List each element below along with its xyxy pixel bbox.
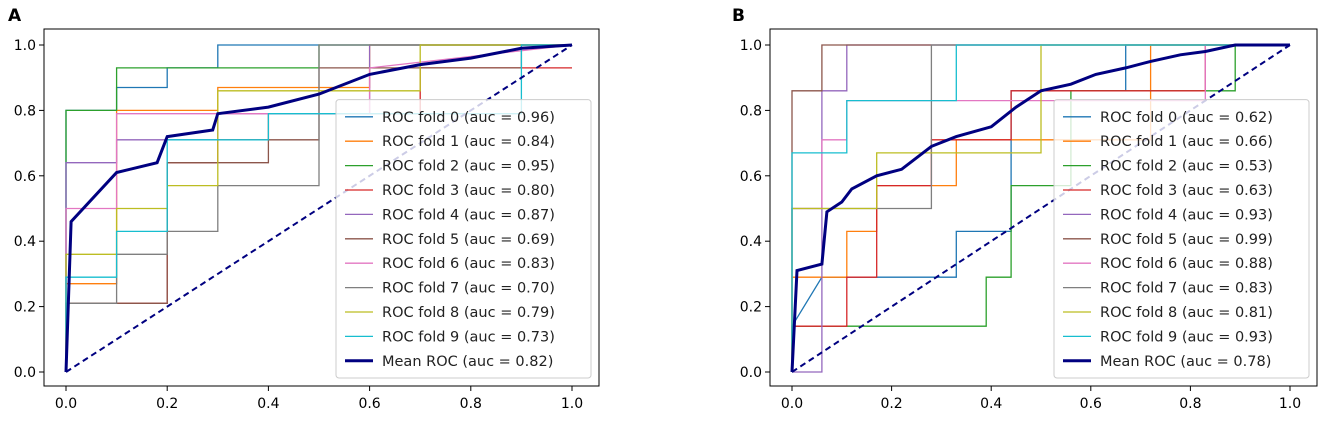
- panel-a: A 0.0 0.0 0.2 0.2 0.4 0.4 0.6 0.6 0.8 0.8 1.0 1.0 ROC…: [8, 6, 600, 412]
- x-tick-label: 0.4: [980, 396, 1002, 412]
- axes-frame: [43, 28, 600, 387]
- y-tick-label: 0.0: [740, 365, 762, 381]
- legend-label: ROC fold 5 (auc = 0.99): [1100, 232, 1273, 248]
- y-tick-label: 0.8: [14, 103, 36, 119]
- y-tick-label: 0.6: [14, 169, 36, 185]
- legend-label: ROC fold 7 (auc = 0.70): [382, 281, 555, 297]
- legend-label: ROC fold 2 (auc = 0.95): [382, 159, 555, 175]
- x-tick-label: 1.0: [1279, 396, 1301, 412]
- x-tick-label: 0.2: [156, 396, 178, 412]
- roc-fold-2-line: [791, 44, 1290, 372]
- legend-label: ROC fold 4 (auc = 0.87): [382, 207, 555, 223]
- legend-label: ROC fold 3 (auc = 0.80): [382, 183, 555, 199]
- x-tick-label: 0.0: [781, 396, 803, 412]
- x-tick-label: 0.8: [460, 396, 482, 412]
- legend-label: ROC fold 3 (auc = 0.63): [1100, 183, 1273, 199]
- panel-label: A: [8, 6, 22, 26]
- legend-label: Mean ROC (auc = 0.78): [1100, 354, 1271, 370]
- y-tick-label: 1.0: [14, 38, 36, 54]
- legend-label: ROC fold 9 (auc = 0.93): [1100, 329, 1273, 345]
- plot-area: [790, 43, 1291, 373]
- y-tick-label: 0.2: [740, 300, 762, 316]
- y-tick-label: 1.0: [740, 38, 762, 54]
- roc-fold-9-line: [791, 44, 1290, 372]
- legend-label: Mean ROC (auc = 0.82): [382, 354, 553, 370]
- legend-label: ROC fold 6 (auc = 0.83): [382, 256, 555, 272]
- x-tick-label: 0.6: [358, 396, 380, 412]
- mean-roc-line: [64, 43, 573, 373]
- legend-label: ROC fold 0 (auc = 0.96): [382, 110, 555, 126]
- legend-label: ROC fold 6 (auc = 0.88): [1100, 256, 1273, 272]
- x-tick-label: 0.0: [55, 396, 77, 412]
- y-tick-label: 0.4: [740, 234, 762, 250]
- x-tick-label: 0.2: [880, 396, 902, 412]
- x-tick-label: 0.4: [257, 396, 279, 412]
- y-tick-label: 0.4: [14, 234, 36, 250]
- legend-box: [335, 99, 592, 379]
- legend-label: ROC fold 0 (auc = 0.62): [1100, 110, 1273, 126]
- axes-frame: [769, 28, 1318, 387]
- legend-label: ROC fold 5 (auc = 0.69): [382, 232, 555, 248]
- x-tick-label: 0.8: [1179, 396, 1201, 412]
- legend-box: [1053, 99, 1310, 379]
- legend: ROC fold 0 (auc = 0.62) ROC fold 1 (auc =…: [1053, 99, 1310, 379]
- legend-label: ROC fold 9 (auc = 0.73): [382, 329, 555, 345]
- panel-b: B 0.0 0.0 0.2 0.2 0.4 0.4 0.6 0.6 0.8 0.8 1.0 1.0 ROC…: [732, 6, 1318, 412]
- legend: ROC fold 0 (auc = 0.96) ROC fold 1 (auc =…: [335, 99, 592, 379]
- plot-area: [64, 43, 573, 373]
- y-tick-label: 0.6: [740, 169, 762, 185]
- y-tick-label: 0.2: [14, 300, 36, 316]
- mean-roc-line: [790, 43, 1290, 373]
- legend-label: ROC fold 4 (auc = 0.93): [1100, 207, 1273, 223]
- x-tick-label: 1.0: [561, 396, 583, 412]
- panel-label: B: [732, 6, 745, 26]
- roc-fold-8-line: [791, 44, 1290, 372]
- legend-label: ROC fold 1 (auc = 0.84): [382, 134, 555, 150]
- y-tick-label: 0.8: [740, 103, 762, 119]
- y-tick-label: 0.0: [14, 365, 36, 381]
- x-tick-label: 0.6: [1080, 396, 1102, 412]
- legend-label: ROC fold 2 (auc = 0.53): [1100, 159, 1273, 175]
- legend-label: ROC fold 8 (auc = 0.79): [382, 305, 555, 321]
- legend-label: ROC fold 8 (auc = 0.81): [1100, 305, 1273, 321]
- legend-label: ROC fold 1 (auc = 0.66): [1100, 134, 1273, 150]
- legend-label: ROC fold 7 (auc = 0.83): [1100, 281, 1273, 297]
